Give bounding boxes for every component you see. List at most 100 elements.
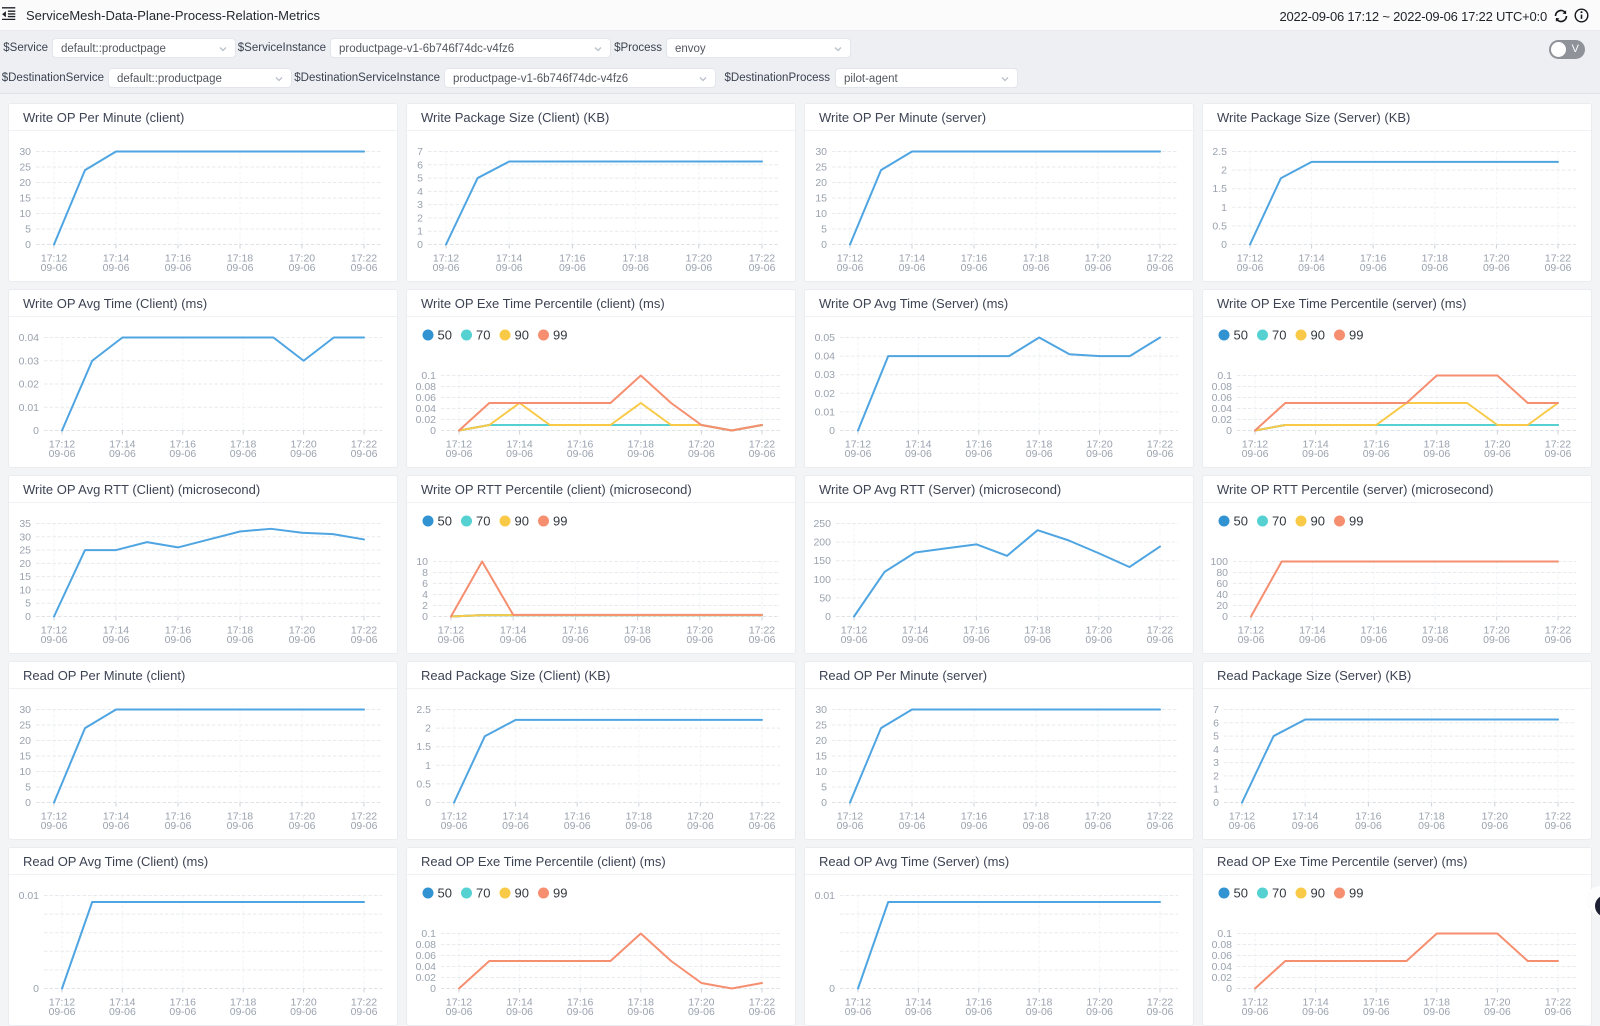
svg-text:17:18: 17:18 (1023, 253, 1049, 265)
svg-text:09-06: 09-06 (1302, 448, 1329, 460)
svg-text:0: 0 (829, 983, 835, 995)
svg-text:99: 99 (1349, 328, 1363, 343)
svg-text:0.02: 0.02 (416, 972, 437, 984)
svg-text:09-06: 09-06 (1545, 634, 1572, 646)
svg-text:0.08: 0.08 (1212, 381, 1233, 393)
svg-text:17:12: 17:12 (1238, 625, 1264, 637)
svg-text:6: 6 (422, 578, 428, 590)
svg-text:17:16: 17:16 (165, 253, 191, 265)
svg-text:17:16: 17:16 (559, 253, 585, 265)
svg-text:0.02: 0.02 (815, 388, 836, 400)
svg-text:17:20: 17:20 (1086, 439, 1112, 451)
svg-text:17:14: 17:14 (902, 625, 928, 637)
svg-text:40: 40 (1216, 589, 1228, 601)
svg-text:0.04: 0.04 (1212, 961, 1233, 973)
svg-text:90: 90 (1311, 328, 1325, 343)
svg-text:17:14: 17:14 (103, 253, 129, 265)
svg-text:0.08: 0.08 (1212, 939, 1233, 951)
svg-text:09-06: 09-06 (227, 820, 254, 832)
svg-text:09-06: 09-06 (290, 448, 317, 460)
svg-text:99: 99 (553, 886, 567, 901)
svg-text:09-06: 09-06 (506, 1006, 533, 1018)
svg-text:30: 30 (19, 704, 31, 716)
svg-text:0.06: 0.06 (416, 950, 437, 962)
svg-text:09-06: 09-06 (567, 448, 594, 460)
svg-text:20: 20 (19, 558, 31, 570)
svg-text:09-06: 09-06 (688, 448, 715, 460)
svg-text:17:18: 17:18 (624, 625, 650, 637)
svg-text:15: 15 (19, 751, 31, 763)
svg-text:17:20: 17:20 (1483, 253, 1509, 265)
svg-text:0.02: 0.02 (416, 414, 437, 426)
svg-text:0: 0 (422, 611, 428, 623)
svg-text:09-06: 09-06 (963, 634, 990, 646)
svg-text:09-06: 09-06 (41, 634, 68, 646)
svg-text:30: 30 (19, 531, 31, 543)
svg-text:09-06: 09-06 (902, 634, 929, 646)
svg-text:09-06: 09-06 (1421, 262, 1448, 274)
svg-text:1: 1 (1221, 202, 1227, 214)
svg-text:09-06: 09-06 (1086, 448, 1113, 460)
svg-text:5: 5 (25, 782, 31, 794)
svg-text:17:22: 17:22 (749, 253, 775, 265)
svg-text:09-06: 09-06 (49, 1006, 76, 1018)
svg-text:09-06: 09-06 (1147, 262, 1174, 274)
svg-text:09-06: 09-06 (905, 1006, 932, 1018)
svg-text:09-06: 09-06 (109, 448, 136, 460)
svg-text:15: 15 (19, 571, 31, 583)
svg-text:17:20: 17:20 (289, 625, 315, 637)
svg-text:09-06: 09-06 (1545, 820, 1572, 832)
svg-text:0: 0 (829, 425, 835, 437)
svg-text:09-06: 09-06 (351, 634, 378, 646)
svg-text:10: 10 (19, 584, 31, 596)
svg-text:09-06: 09-06 (351, 820, 378, 832)
svg-text:17:14: 17:14 (496, 253, 522, 265)
svg-text:2.5: 2.5 (416, 704, 431, 716)
svg-text:15: 15 (815, 751, 827, 763)
svg-text:0: 0 (25, 239, 31, 251)
svg-text:17:22: 17:22 (749, 625, 775, 637)
svg-text:09-06: 09-06 (1484, 448, 1511, 460)
svg-text:1: 1 (1213, 784, 1219, 796)
svg-text:17:12: 17:12 (845, 439, 871, 451)
svg-text:09-06: 09-06 (41, 820, 68, 832)
svg-text:09-06: 09-06 (165, 634, 192, 646)
svg-text:17:20: 17:20 (687, 811, 713, 823)
svg-text:50: 50 (819, 592, 831, 604)
svg-text:17:22: 17:22 (1147, 439, 1173, 451)
svg-text:17:16: 17:16 (170, 439, 196, 451)
svg-text:4: 4 (1213, 744, 1219, 756)
svg-text:17:18: 17:18 (1422, 253, 1448, 265)
svg-text:2: 2 (422, 600, 428, 612)
svg-text:3: 3 (417, 199, 423, 211)
svg-text:09-06: 09-06 (290, 1006, 317, 1018)
svg-text:0: 0 (821, 239, 827, 251)
svg-text:0.01: 0.01 (815, 406, 836, 418)
svg-text:09-06: 09-06 (103, 262, 130, 274)
svg-text:09-06: 09-06 (1026, 1006, 1053, 1018)
svg-text:0.05: 0.05 (815, 332, 836, 344)
svg-text:2.5: 2.5 (1212, 146, 1227, 158)
svg-text:5: 5 (821, 224, 827, 236)
svg-text:17:14: 17:14 (1292, 811, 1318, 823)
svg-text:09-06: 09-06 (837, 820, 864, 832)
svg-text:0: 0 (33, 425, 39, 437)
svg-text:09-06: 09-06 (899, 820, 926, 832)
svg-text:15: 15 (19, 193, 31, 205)
svg-text:09-06: 09-06 (351, 448, 378, 460)
svg-text:90: 90 (1311, 514, 1325, 529)
svg-text:09-06: 09-06 (559, 262, 586, 274)
svg-text:70: 70 (1272, 514, 1286, 529)
svg-text:0: 0 (430, 983, 436, 995)
svg-text:09-06: 09-06 (227, 262, 254, 274)
svg-text:17:18: 17:18 (227, 625, 253, 637)
svg-text:17:16: 17:16 (564, 811, 590, 823)
svg-text:0: 0 (425, 797, 431, 809)
svg-text:09-06: 09-06 (230, 1006, 257, 1018)
svg-text:0.04: 0.04 (416, 403, 437, 415)
svg-text:09-06: 09-06 (1238, 634, 1265, 646)
svg-text:09-06: 09-06 (446, 1006, 473, 1018)
svg-text:09-06: 09-06 (1363, 1006, 1390, 1018)
svg-text:17:18: 17:18 (626, 811, 652, 823)
svg-text:0.1: 0.1 (421, 928, 436, 940)
